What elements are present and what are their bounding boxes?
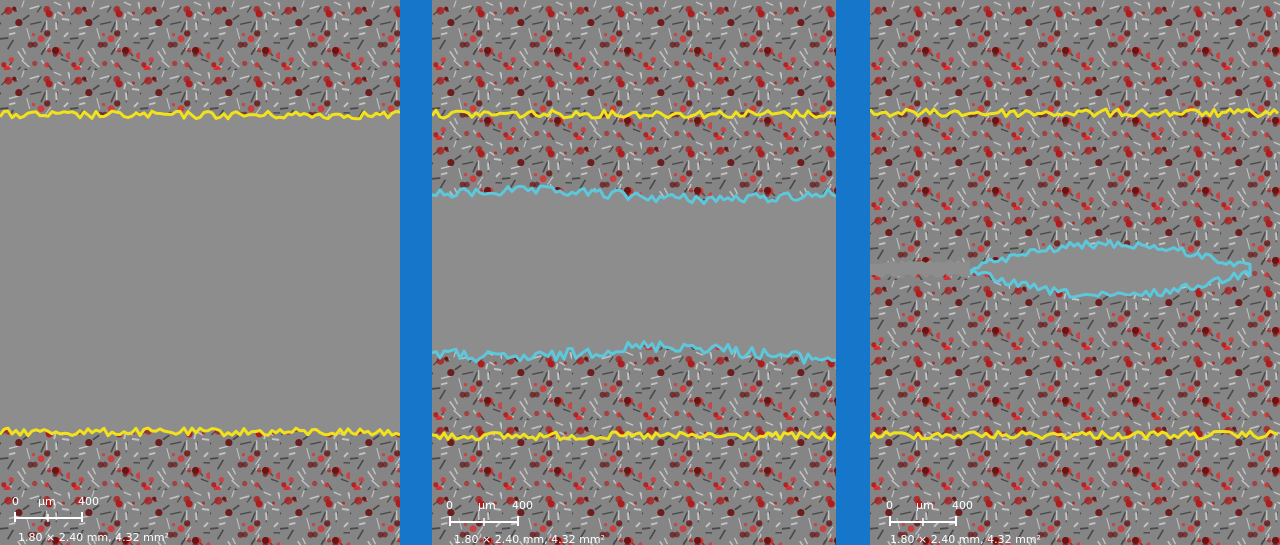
initial-wound-edge: [432, 430, 836, 442]
scale-min: 0: [446, 499, 453, 512]
scale-bar: 0 µm 400 1.80 × 2.40 mm, 4.32 mm²: [12, 495, 169, 544]
scale-unit: µm: [478, 499, 496, 512]
wound-gap: [870, 260, 970, 279]
scale-bar: 0 µm 400 1.80 × 2.40 mm, 4.32 mm²: [886, 499, 1041, 545]
scale-max: 400: [952, 499, 973, 512]
initial-wound-edge: [870, 107, 1280, 119]
initial-wound-edge: [0, 109, 400, 121]
scale-bar: 0 µm 400 1.80 × 2.40 mm, 4.32 mm²: [446, 499, 605, 545]
wound-gap: [970, 240, 1250, 298]
current-wound-edge: [432, 184, 836, 206]
microscopy-panel: 0 µm 400 1.80 × 2.40 mm, 4.32 mm²: [432, 0, 836, 545]
dimensions: 1.80 × 2.40 mm, 4.32 mm²: [890, 533, 1041, 545]
dimensions: 1.80 × 2.40 mm, 4.32 mm²: [454, 533, 605, 545]
scale-max: 400: [512, 499, 533, 512]
scale-min: 0: [12, 495, 19, 508]
wound-gap: [432, 186, 836, 364]
scale-unit: µm: [916, 499, 934, 512]
microscopy-panel: 0 µm 400 1.80 × 2.40 mm, 4.32 mm²: [870, 0, 1280, 545]
wound-gap: [0, 111, 400, 436]
current-wound-edge: [969, 239, 1252, 276]
current-wound-edge: [968, 268, 1252, 299]
initial-wound-edge: [432, 108, 836, 120]
initial-wound-edge: [870, 429, 1279, 441]
scale-max: 400: [78, 495, 99, 508]
microscopy-panel: 0 µm 400 1.80 × 2.40 mm, 4.32 mm²: [0, 0, 400, 545]
current-wound-edge: [432, 340, 836, 365]
scale-unit: µm: [38, 495, 56, 508]
dimensions: 1.80 × 2.40 mm, 4.32 mm²: [18, 531, 169, 544]
scale-min: 0: [886, 499, 893, 512]
initial-wound-edge: [0, 426, 400, 438]
